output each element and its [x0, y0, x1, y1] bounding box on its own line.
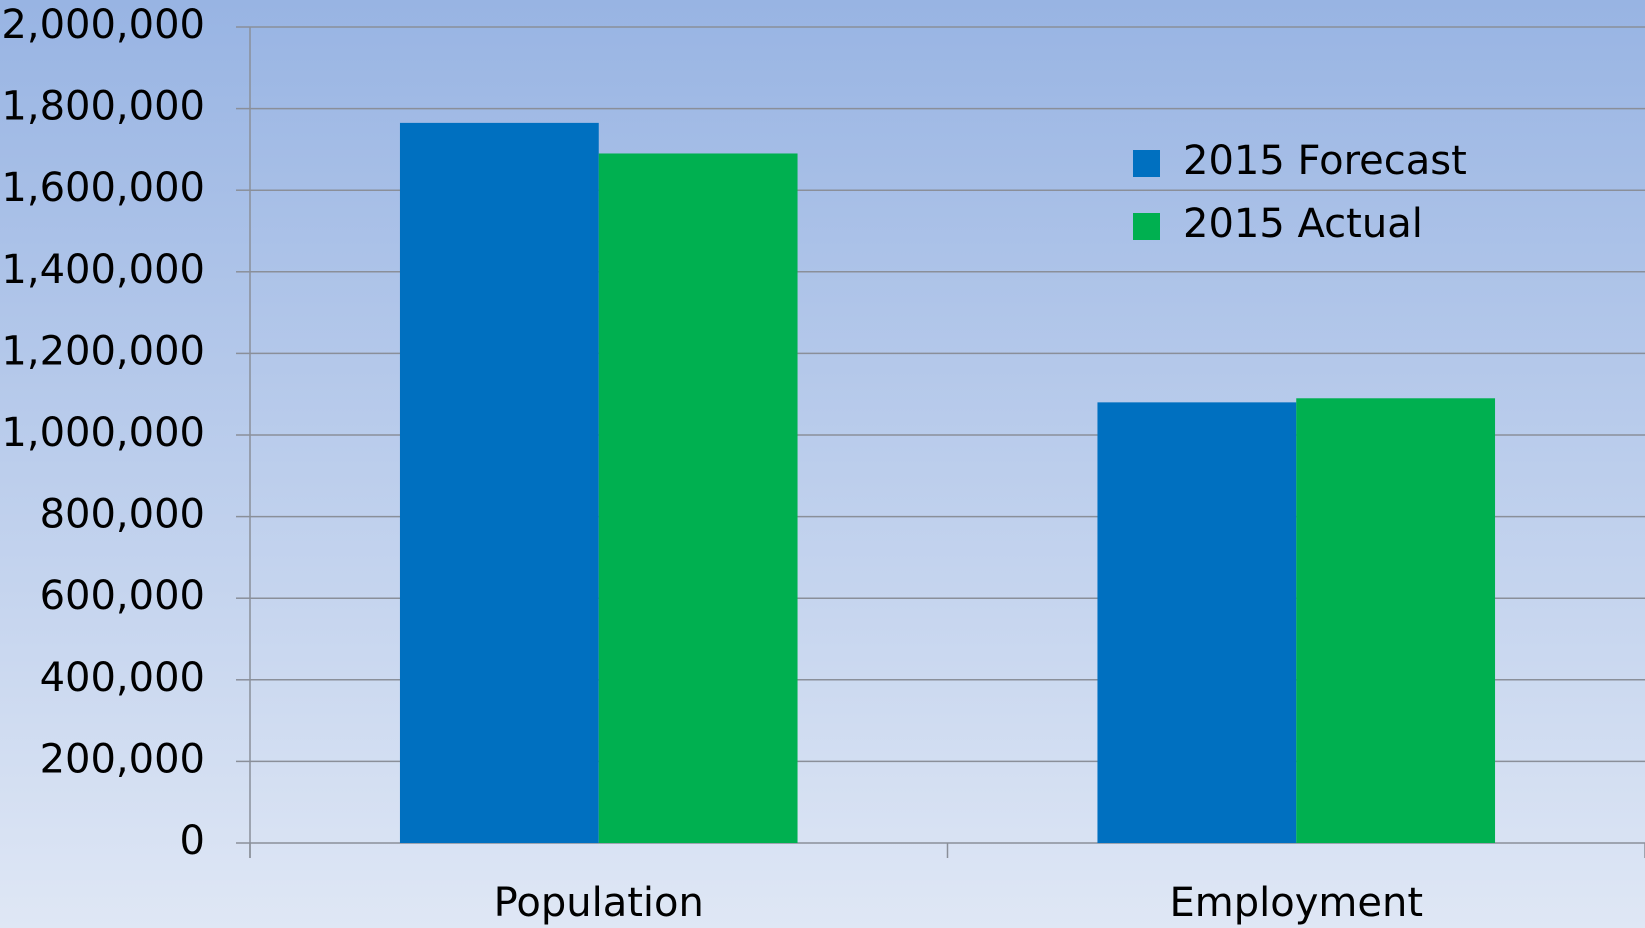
bar — [1097, 402, 1297, 843]
legend-swatch — [1133, 213, 1160, 240]
bar — [1296, 398, 1496, 843]
y-tick-label: 1,000,000 — [1, 410, 205, 456]
y-tick-label: 600,000 — [40, 573, 205, 619]
y-tick-label: 0 — [180, 818, 205, 864]
y-tick-label: 200,000 — [40, 736, 205, 782]
x-tick-label: Population — [494, 880, 704, 926]
bar — [399, 122, 599, 843]
y-tick-label: 1,200,000 — [1, 328, 205, 374]
y-tick-label: 800,000 — [40, 492, 205, 538]
y-tick-label: 400,000 — [40, 655, 205, 701]
bar — [598, 153, 798, 844]
legend-label: 2015 Forecast — [1183, 138, 1467, 184]
y-tick-label: 2,000,000 — [1, 2, 205, 48]
legend-swatch — [1133, 150, 1160, 177]
x-tick-label: Employment — [1170, 880, 1424, 926]
legend-label: 2015 Actual — [1183, 201, 1423, 247]
y-tick-label: 1,800,000 — [1, 84, 205, 130]
y-tick-label: 1,600,000 — [1, 165, 205, 211]
y-tick-label: 1,400,000 — [1, 247, 205, 293]
